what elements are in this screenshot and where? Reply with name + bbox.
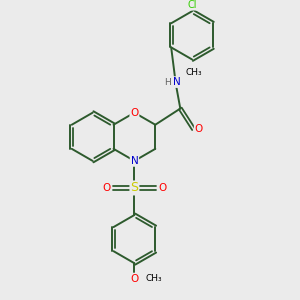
Text: O: O: [158, 183, 166, 193]
Text: S: S: [130, 182, 138, 194]
Text: O: O: [103, 183, 111, 193]
Text: H: H: [164, 78, 171, 87]
Text: O: O: [130, 274, 139, 284]
Text: CH₃: CH₃: [185, 68, 202, 77]
Text: N: N: [130, 156, 138, 166]
Text: CH₃: CH₃: [146, 274, 162, 283]
Text: Cl: Cl: [187, 0, 197, 10]
Text: O: O: [130, 108, 139, 118]
Text: O: O: [195, 124, 203, 134]
Text: N: N: [173, 77, 181, 87]
